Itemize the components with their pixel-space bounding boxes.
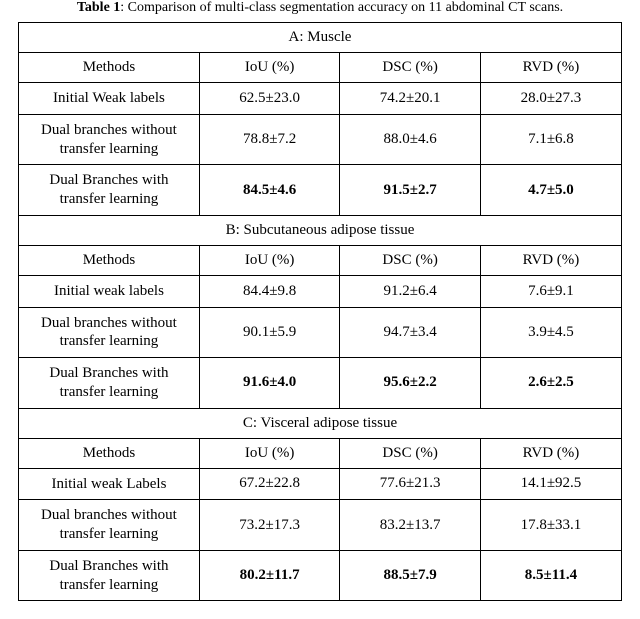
method-cell: Initial Weak labels [19,83,200,115]
value-cell: 62.5±23.0 [199,83,339,115]
table-row: Dual branches withouttransfer learning90… [19,307,622,358]
value-cell: 14.1±92.5 [480,468,621,500]
value-cell: 94.7±3.4 [340,307,480,358]
value-cell: 91.6±4.0 [199,358,339,409]
method-cell: Dual branches withouttransfer learning [19,114,200,165]
value-cell: 95.6±2.2 [340,358,480,409]
value-cell: 17.8±33.1 [480,500,621,551]
value-cell: 7.1±6.8 [480,114,621,165]
column-header: RVD (%) [480,53,621,83]
method-cell: Initial weak Labels [19,468,200,500]
method-cell: Dual Branches withtransfer learning [19,358,200,409]
value-cell: 3.9±4.5 [480,307,621,358]
table-row: Dual Branches withtransfer learning80.2±… [19,550,622,601]
table-label: Table 1 [77,0,120,15]
value-cell: 74.2±20.1 [340,83,480,115]
table-row: Dual Branches withtransfer learning84.5±… [19,165,622,216]
method-cell: Initial weak labels [19,275,200,307]
table-row: Dual branches withouttransfer learning78… [19,114,622,165]
value-cell: 91.2±6.4 [340,275,480,307]
value-cell: 2.6±2.5 [480,358,621,409]
column-header: IoU (%) [199,245,339,275]
table-row: Dual branches withouttransfer learning73… [19,500,622,551]
column-header: DSC (%) [340,53,480,83]
value-cell: 4.7±5.0 [480,165,621,216]
value-cell: 83.2±13.7 [340,500,480,551]
value-cell: 7.6±9.1 [480,275,621,307]
value-cell: 73.2±17.3 [199,500,339,551]
section-title: C: Visceral adipose tissue [19,408,622,438]
value-cell: 88.5±7.9 [340,550,480,601]
value-cell: 84.5±4.6 [199,165,339,216]
method-cell: Dual branches withouttransfer learning [19,500,200,551]
table-row: Dual Branches withtransfer learning91.6±… [19,358,622,409]
table-row: Initial Weak labels62.5±23.074.2±20.128.… [19,83,622,115]
column-header: Methods [19,245,200,275]
section-title: A: Muscle [19,23,622,53]
column-header: Methods [19,53,200,83]
column-header: IoU (%) [199,438,339,468]
value-cell: 77.6±21.3 [340,468,480,500]
value-cell: 84.4±9.8 [199,275,339,307]
method-cell: Dual Branches withtransfer learning [19,550,200,601]
value-cell: 28.0±27.3 [480,83,621,115]
column-header: RVD (%) [480,245,621,275]
value-cell: 67.2±22.8 [199,468,339,500]
section-title: B: Subcutaneous adipose tissue [19,215,622,245]
method-cell: Dual branches withouttransfer learning [19,307,200,358]
method-cell: Dual Branches withtransfer learning [19,165,200,216]
table-row: Initial weak Labels67.2±22.877.6±21.314.… [19,468,622,500]
value-cell: 90.1±5.9 [199,307,339,358]
column-header: DSC (%) [340,438,480,468]
table-row: Initial weak labels84.4±9.891.2±6.47.6±9… [19,275,622,307]
table-caption-text: : Comparison of multi-class segmentation… [120,0,563,15]
column-header: DSC (%) [340,245,480,275]
table-caption: Table 1: Comparison of multi-class segme… [18,0,622,22]
value-cell: 8.5±11.4 [480,550,621,601]
column-header: RVD (%) [480,438,621,468]
value-cell: 91.5±2.7 [340,165,480,216]
value-cell: 80.2±11.7 [199,550,339,601]
column-header: Methods [19,438,200,468]
value-cell: 88.0±4.6 [340,114,480,165]
column-header: IoU (%) [199,53,339,83]
value-cell: 78.8±7.2 [199,114,339,165]
results-table: A: MuscleMethodsIoU (%)DSC (%)RVD (%)Ini… [18,22,622,601]
